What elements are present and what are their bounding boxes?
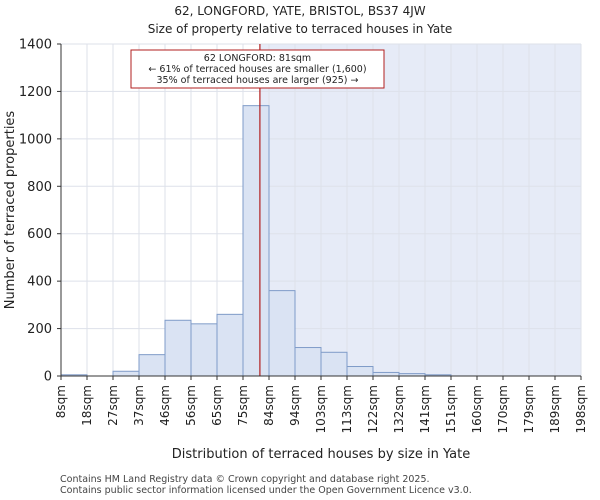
bar-113sqm xyxy=(346,366,374,377)
x-tick-label: 75sqm xyxy=(236,385,250,426)
x-tick-label: 46sqm xyxy=(158,385,172,426)
x-tick-label: 94sqm xyxy=(288,385,302,426)
y-tick-label: 1200 xyxy=(19,85,52,100)
bar-27sqm xyxy=(112,370,140,377)
x-tick-label: 8sqm xyxy=(54,385,68,418)
x-tick-label: 37sqm xyxy=(132,385,146,426)
x-tick-label: 56sqm xyxy=(184,385,198,426)
y-tick-label: 600 xyxy=(27,227,52,242)
bar-94sqm xyxy=(294,347,322,377)
x-tick-label: 198sqm xyxy=(574,385,588,433)
x-tick-label: 170sqm xyxy=(496,385,510,433)
x-tick-label: 132sqm xyxy=(392,385,406,433)
x-tick-label: 189sqm xyxy=(548,385,562,433)
bar-37sqm xyxy=(138,354,166,377)
bar-46sqm xyxy=(164,319,192,377)
y-tick-label: 400 xyxy=(27,275,52,290)
x-tick-label: 160sqm xyxy=(470,385,484,433)
y-tick-label: 800 xyxy=(27,180,52,195)
x-tick-label: 141sqm xyxy=(418,385,432,433)
footer-copyright: Contains HM Land Registry data © Crown c… xyxy=(60,474,430,485)
y-tick-label: 1000 xyxy=(19,132,52,147)
bar-65sqm xyxy=(216,313,244,377)
bar-56sqm xyxy=(190,323,218,377)
y-axis-title: Number of terraced properties xyxy=(3,111,18,310)
bar-103sqm xyxy=(320,351,348,377)
chart-subtitle: Size of property relative to terraced ho… xyxy=(147,22,453,36)
larger-region-shade xyxy=(259,44,581,376)
bar-84sqm xyxy=(268,290,296,377)
x-tick-label: 84sqm xyxy=(262,385,276,426)
x-tick-label: 103sqm xyxy=(314,385,328,433)
annotation-line-1: 62 LONGFORD: 81sqm xyxy=(204,53,311,64)
y-tick-label: 0 xyxy=(44,370,52,385)
bar-122sqm xyxy=(372,371,400,377)
x-tick-label: 65sqm xyxy=(210,385,224,426)
x-tick-label: 151sqm xyxy=(444,385,458,433)
x-tick-label: 113sqm xyxy=(340,385,354,433)
chart-title: 62, LONGFORD, YATE, BRISTOL, BS37 4JW xyxy=(174,4,426,18)
x-tick-label: 179sqm xyxy=(522,385,536,433)
x-axis-title: Distribution of terraced houses by size … xyxy=(172,447,470,462)
y-tick-label: 1400 xyxy=(19,38,52,53)
x-tick-label: 18sqm xyxy=(80,385,94,426)
annotation-line-3: 35% of terraced houses are larger (925) … xyxy=(157,75,359,86)
annotation-line-2: ← 61% of terraced houses are smaller (1,… xyxy=(148,64,366,75)
bar-75sqm xyxy=(242,105,270,377)
x-tick-label: 122sqm xyxy=(366,385,380,433)
footer-licence: Contains public sector information licen… xyxy=(60,485,472,496)
x-tick-label: 27sqm xyxy=(106,385,120,426)
annotation-box xyxy=(130,49,385,89)
y-tick-label: 200 xyxy=(27,322,52,337)
